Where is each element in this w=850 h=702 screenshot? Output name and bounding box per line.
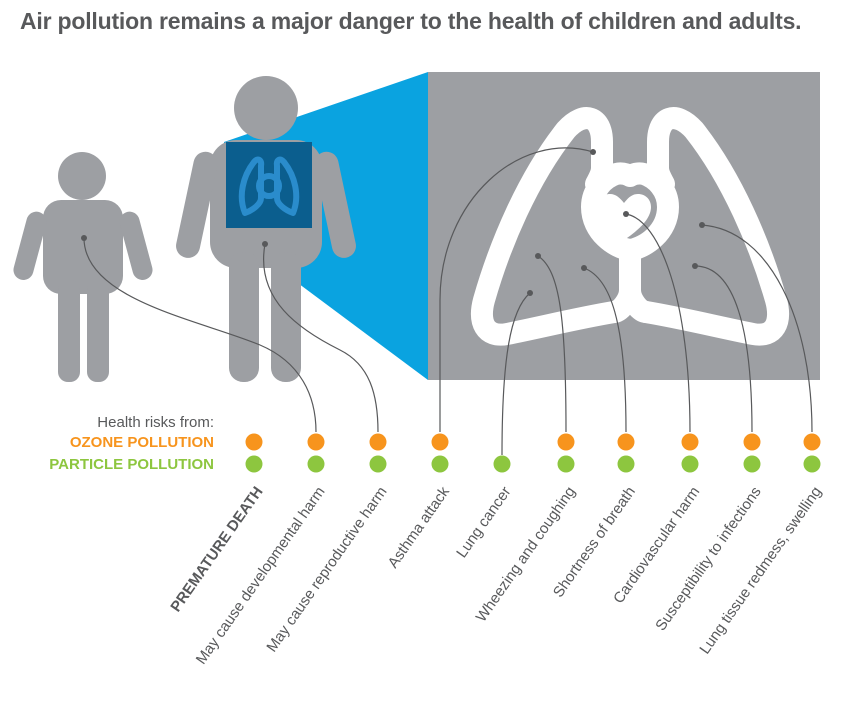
- ozone-dot: [369, 433, 387, 451]
- ozone-dot: [743, 433, 761, 451]
- lung-icon: [470, 107, 790, 346]
- legend-particle-label: PARTICLE POLLUTION: [49, 456, 214, 473]
- particle-dot: [431, 455, 449, 473]
- legend-heading: Health risks from:: [97, 414, 214, 431]
- particle-dot: [369, 455, 387, 473]
- particle-dot: [307, 455, 325, 473]
- particle-dot: [245, 455, 263, 473]
- legend-ozone-label: OZONE POLLUTION: [69, 434, 214, 451]
- ozone-dot: [557, 433, 575, 451]
- particle-dot: [803, 455, 821, 473]
- ozone-dot: [681, 433, 699, 451]
- ozone-dot: [245, 433, 263, 451]
- particle-dot: [617, 455, 635, 473]
- heart-icon: [597, 194, 651, 240]
- particle-dot: [557, 455, 575, 473]
- particle-dot: [493, 455, 511, 473]
- particle-dot: [681, 455, 699, 473]
- ozone-dot: [617, 433, 635, 451]
- ozone-dot: [431, 433, 449, 451]
- small-lung-icon: [238, 156, 300, 216]
- risk-indicator-dots: [245, 433, 821, 473]
- particle-dot: [743, 455, 761, 473]
- chest-highlight: [226, 142, 312, 228]
- page-title: Air pollution remains a major danger to …: [20, 8, 802, 34]
- connector-anchors: [81, 149, 705, 296]
- ozone-dot: [803, 433, 821, 451]
- ozone-dot: [307, 433, 325, 451]
- child-figure: [13, 152, 153, 382]
- connector-lines: [83, 147, 813, 456]
